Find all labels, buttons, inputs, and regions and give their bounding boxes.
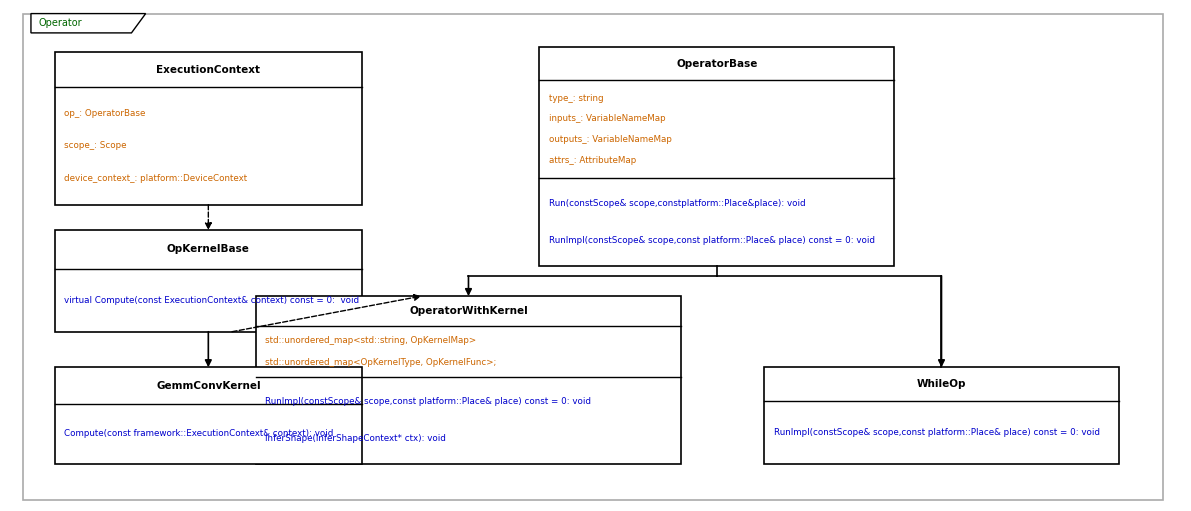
Text: Run(constScope& scope,constplatform::Place&place): void: Run(constScope& scope,constplatform::Pla… xyxy=(549,199,805,208)
Text: device_context_: platform::DeviceContext: device_context_: platform::DeviceContext xyxy=(64,174,248,183)
Text: InferShape(InferShapeContext* ctx): void: InferShape(InferShapeContext* ctx): void xyxy=(266,434,445,443)
Text: std::unordered_map<OpKernelType, OpKernelFunc>;: std::unordered_map<OpKernelType, OpKerne… xyxy=(266,358,497,366)
Text: RunImpl(constScope& scope,const platform::Place& place) const = 0: void: RunImpl(constScope& scope,const platform… xyxy=(266,398,591,406)
Bar xyxy=(55,367,362,464)
Text: Operator: Operator xyxy=(38,18,82,28)
Text: WhileOp: WhileOp xyxy=(917,379,966,389)
Text: std::unordered_map<std::string, OpKernelMap>: std::unordered_map<std::string, OpKernel… xyxy=(266,336,476,345)
Bar xyxy=(765,367,1118,464)
Text: OpKernelBase: OpKernelBase xyxy=(167,244,250,254)
Text: scope_: Scope: scope_: Scope xyxy=(64,142,126,150)
Text: Compute(const framework::ExecutionContext& context): void: Compute(const framework::ExecutionContex… xyxy=(64,429,333,438)
Text: RunImpl(constScope& scope,const platform::Place& place) const = 0: void: RunImpl(constScope& scope,const platform… xyxy=(549,236,875,245)
Text: virtual Compute(const ExecutionContext& context) const = 0:  void: virtual Compute(const ExecutionContext& … xyxy=(64,296,360,305)
Text: attrs_: AttributeMap: attrs_: AttributeMap xyxy=(549,155,636,165)
Text: inputs_: VariableNameMap: inputs_: VariableNameMap xyxy=(549,114,666,123)
Text: GemmConvKernel: GemmConvKernel xyxy=(156,381,261,390)
Text: op_: OperatorBase: op_: OperatorBase xyxy=(64,109,145,118)
Bar xyxy=(256,296,681,464)
Text: OperatorBase: OperatorBase xyxy=(676,59,757,68)
Bar xyxy=(55,230,362,332)
Bar xyxy=(55,52,362,205)
Text: ExecutionContext: ExecutionContext xyxy=(156,65,261,75)
Text: type_: string: type_: string xyxy=(549,94,604,103)
Text: RunImpl(constScope& scope,const platform::Place& place) const = 0: void: RunImpl(constScope& scope,const platform… xyxy=(774,428,1099,437)
Text: OperatorWithKernel: OperatorWithKernel xyxy=(409,306,528,316)
Polygon shape xyxy=(31,14,145,33)
Text: outputs_: VariableNameMap: outputs_: VariableNameMap xyxy=(549,135,672,144)
Bar xyxy=(540,47,894,266)
